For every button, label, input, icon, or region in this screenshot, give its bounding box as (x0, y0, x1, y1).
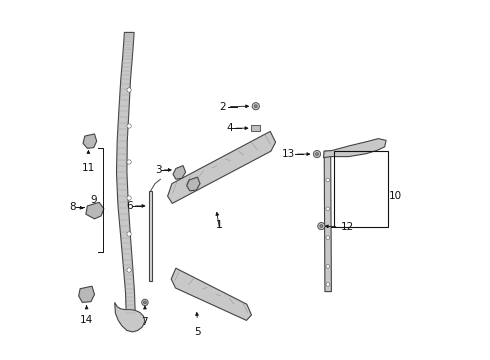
Text: 5: 5 (194, 327, 201, 337)
Polygon shape (324, 151, 331, 292)
Text: 13: 13 (281, 149, 294, 159)
Text: 11: 11 (82, 163, 95, 173)
Polygon shape (149, 191, 152, 281)
Text: 2: 2 (220, 102, 226, 112)
Circle shape (127, 268, 131, 272)
Circle shape (127, 232, 131, 236)
Circle shape (326, 178, 330, 182)
Circle shape (127, 124, 131, 128)
Bar (250, 125, 260, 131)
Circle shape (326, 283, 330, 286)
Circle shape (326, 207, 330, 211)
Text: 1: 1 (216, 220, 223, 230)
Text: 6: 6 (126, 201, 133, 211)
Circle shape (316, 153, 318, 156)
Text: 3: 3 (155, 165, 162, 175)
Circle shape (326, 265, 330, 268)
Circle shape (320, 225, 323, 228)
Circle shape (142, 299, 148, 306)
Polygon shape (115, 302, 145, 332)
Text: 8: 8 (69, 202, 76, 212)
Circle shape (318, 222, 325, 230)
Circle shape (326, 236, 330, 239)
Text: 14: 14 (80, 315, 93, 325)
Text: 7: 7 (142, 317, 148, 327)
Circle shape (127, 88, 131, 92)
Text: 12: 12 (341, 222, 354, 232)
Text: 9: 9 (91, 195, 97, 205)
Text: 4: 4 (227, 123, 233, 133)
Circle shape (252, 103, 259, 110)
Circle shape (127, 160, 131, 164)
Circle shape (127, 196, 131, 200)
Polygon shape (323, 139, 386, 158)
Polygon shape (171, 268, 251, 320)
Polygon shape (117, 32, 135, 313)
Text: 10: 10 (389, 191, 402, 201)
Circle shape (314, 150, 320, 158)
Polygon shape (86, 202, 104, 219)
Polygon shape (168, 131, 275, 203)
Polygon shape (79, 286, 95, 302)
Bar (334, 151, 388, 227)
Circle shape (144, 301, 147, 304)
Polygon shape (173, 166, 186, 179)
Polygon shape (187, 177, 200, 191)
Polygon shape (83, 134, 97, 148)
Circle shape (254, 105, 257, 108)
